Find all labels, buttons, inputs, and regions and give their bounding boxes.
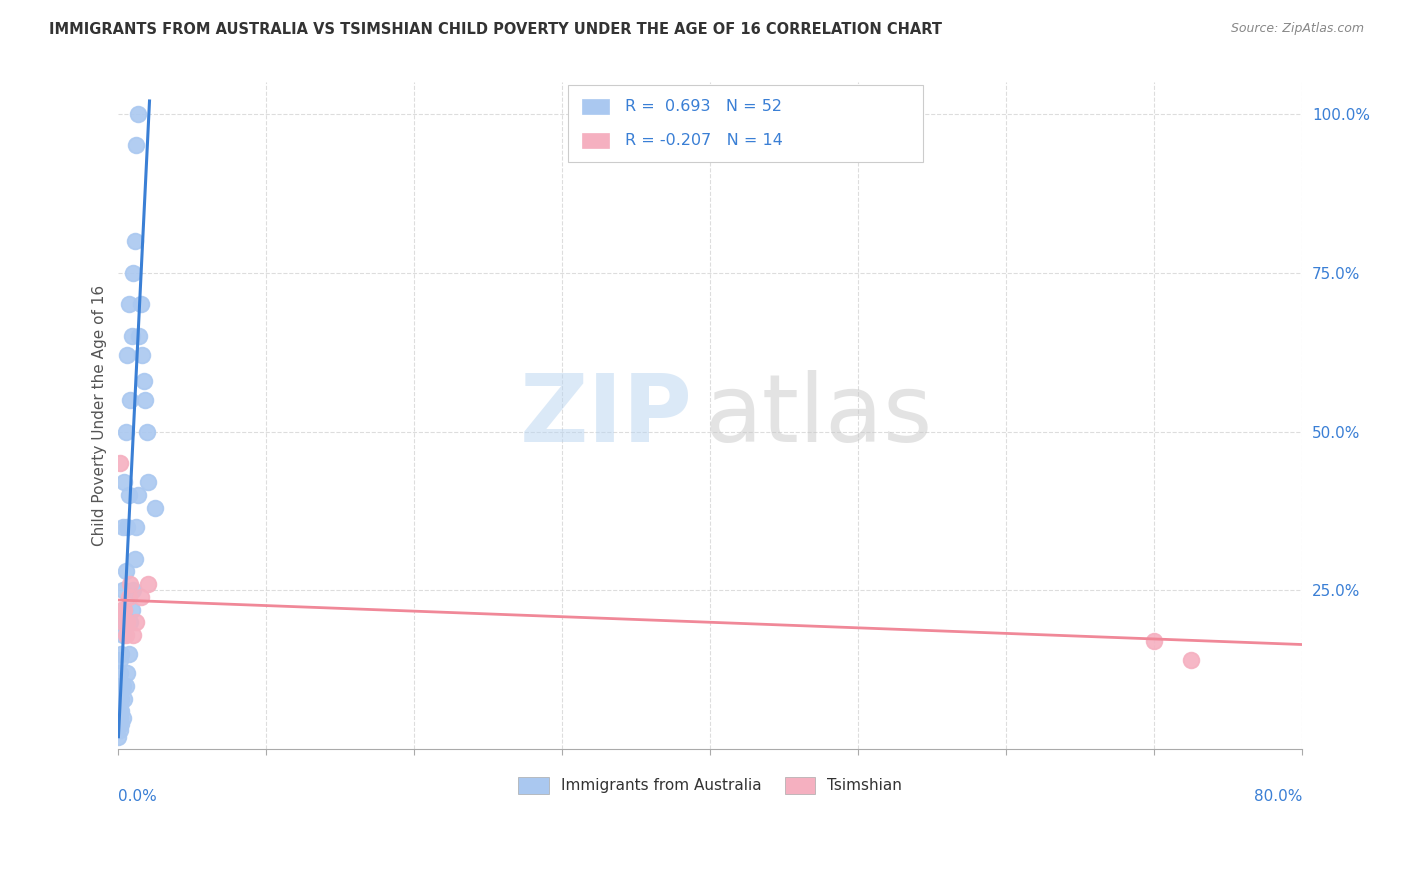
Point — [122, 583, 145, 598]
Point — [124, 551, 146, 566]
Point — [117, 615, 139, 630]
Point — [136, 475, 159, 490]
Point — [125, 520, 148, 534]
Point — [127, 488, 149, 502]
FancyBboxPatch shape — [582, 99, 609, 114]
Point — [110, 717, 132, 731]
Point — [127, 106, 149, 120]
Point — [108, 704, 131, 718]
Point — [112, 602, 135, 616]
Point — [135, 425, 157, 439]
Point — [110, 615, 132, 630]
Text: ZIP: ZIP — [520, 369, 693, 462]
FancyBboxPatch shape — [582, 133, 609, 148]
Point — [110, 602, 132, 616]
Point — [108, 691, 131, 706]
Point — [110, 647, 132, 661]
Point — [128, 329, 150, 343]
Point — [129, 297, 152, 311]
Point — [108, 666, 131, 681]
Point — [118, 488, 141, 502]
Point — [110, 691, 132, 706]
Point — [134, 392, 156, 407]
Y-axis label: Child Poverty Under the Age of 16: Child Poverty Under the Age of 16 — [93, 285, 107, 546]
Point — [108, 456, 131, 470]
Point — [117, 348, 139, 362]
Point — [122, 266, 145, 280]
Point — [111, 615, 134, 630]
Point — [117, 666, 139, 681]
Point — [118, 647, 141, 661]
Point — [132, 374, 155, 388]
Point — [111, 679, 134, 693]
Text: 80.0%: 80.0% — [1254, 789, 1302, 805]
Point — [1143, 634, 1166, 648]
Point — [112, 602, 135, 616]
Point — [108, 698, 131, 712]
Point — [117, 520, 139, 534]
Legend: Immigrants from Australia, Tsimshian: Immigrants from Australia, Tsimshian — [510, 769, 910, 802]
Point — [125, 615, 148, 630]
Point — [115, 628, 138, 642]
Point — [108, 679, 131, 693]
Text: IMMIGRANTS FROM AUSTRALIA VS TSIMSHIAN CHILD POVERTY UNDER THE AGE OF 16 CORRELA: IMMIGRANTS FROM AUSTRALIA VS TSIMSHIAN C… — [49, 22, 942, 37]
Point — [131, 348, 153, 362]
Point — [120, 615, 142, 630]
Point — [136, 577, 159, 591]
Point — [108, 711, 131, 725]
Point — [111, 520, 134, 534]
Text: Source: ZipAtlas.com: Source: ZipAtlas.com — [1230, 22, 1364, 36]
Point — [115, 679, 138, 693]
Text: R =  0.693   N = 52: R = 0.693 N = 52 — [626, 99, 782, 114]
Point — [115, 425, 138, 439]
Point — [129, 590, 152, 604]
Point — [107, 730, 129, 744]
FancyBboxPatch shape — [568, 86, 924, 162]
Point — [122, 628, 145, 642]
Point — [120, 577, 142, 591]
Point — [108, 723, 131, 738]
Point — [120, 392, 142, 407]
Point — [124, 234, 146, 248]
Text: atlas: atlas — [704, 369, 932, 462]
Point — [121, 329, 143, 343]
Text: 0.0%: 0.0% — [118, 789, 157, 805]
Point — [111, 628, 134, 642]
Point — [108, 653, 131, 667]
Point — [118, 297, 141, 311]
Point — [107, 717, 129, 731]
Text: R = -0.207   N = 14: R = -0.207 N = 14 — [626, 133, 783, 148]
Point — [125, 138, 148, 153]
Point — [111, 583, 134, 598]
Point — [145, 500, 167, 515]
Point — [115, 565, 138, 579]
Point — [110, 704, 132, 718]
Point — [1180, 653, 1202, 667]
Point — [121, 602, 143, 616]
Point — [112, 691, 135, 706]
Point — [111, 711, 134, 725]
Point — [112, 475, 135, 490]
Point — [118, 590, 141, 604]
